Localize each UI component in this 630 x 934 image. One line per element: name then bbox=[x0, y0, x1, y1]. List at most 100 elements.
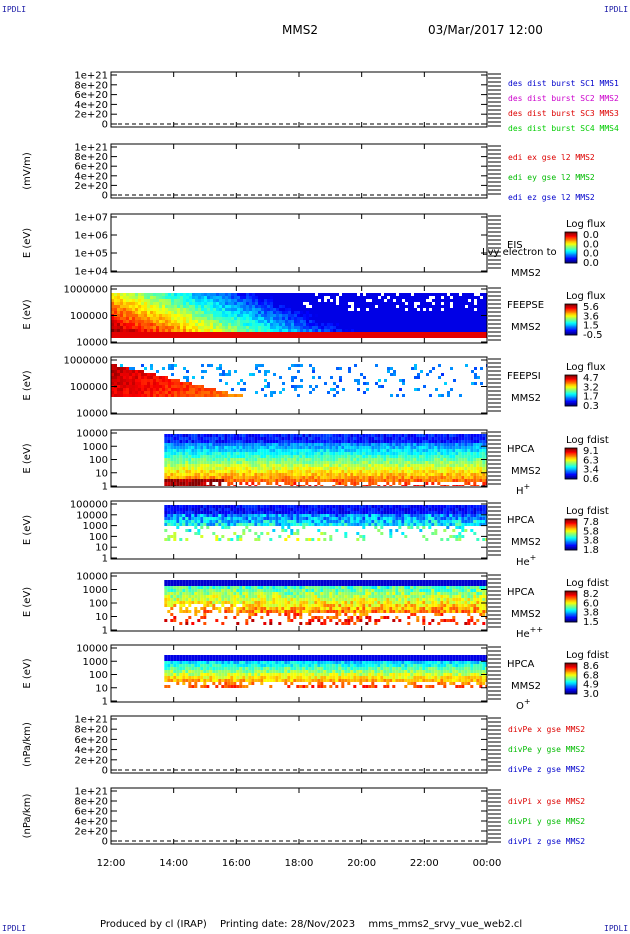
panel-hpca-h-cell bbox=[341, 434, 345, 437]
panel-hpca-h-cell bbox=[365, 458, 369, 461]
panel-feepsi-cell bbox=[150, 394, 153, 397]
panel-hpca-h-cell bbox=[302, 485, 306, 486]
panel-hpca-h-cell bbox=[428, 467, 432, 470]
panel-feepsi-cell bbox=[123, 385, 126, 388]
panel-feepse-cell bbox=[195, 293, 198, 296]
panel-feepse-cell bbox=[117, 299, 120, 302]
panel-hpca-h-cell bbox=[302, 467, 306, 470]
panel-hpca-h-cell bbox=[374, 479, 378, 482]
panel-hpca-h-cell bbox=[437, 449, 441, 452]
panel-hpca-h-cell bbox=[239, 458, 243, 461]
panel-hpca-h-cell bbox=[347, 473, 351, 476]
panel-hpca-h-cell bbox=[248, 473, 252, 476]
panel-feepse-cell bbox=[435, 299, 438, 302]
panel-edi-frame bbox=[110, 143, 488, 199]
panel-feepse-cell bbox=[288, 326, 291, 329]
panel-feepse-cell bbox=[465, 323, 468, 326]
panel-feepse-cell bbox=[195, 326, 198, 329]
panel-feepse-cell bbox=[255, 302, 258, 305]
panel-feepse-cell bbox=[270, 314, 273, 317]
panel-feepse-cell bbox=[444, 296, 447, 299]
panel-hpca-h-cell bbox=[293, 479, 297, 482]
panel-hpca-h-cell bbox=[230, 473, 234, 476]
panel-feepse-cell bbox=[288, 308, 291, 311]
panel-hpca-h-cell bbox=[173, 482, 177, 485]
panel-hpca-h-cell bbox=[182, 461, 186, 464]
panel-feepsi-cell bbox=[195, 391, 198, 394]
panel-hpca-h-cell bbox=[389, 434, 393, 437]
panel-hpca-h-cell bbox=[314, 470, 318, 473]
panel-hpca-h-cell bbox=[290, 440, 294, 443]
panel-feepse-cell bbox=[258, 302, 261, 305]
panel-hpca-h-cell bbox=[176, 461, 180, 464]
panel-hpca-h-cell bbox=[224, 443, 228, 446]
panel-feepse-cell bbox=[216, 305, 219, 308]
panel-feepse-cell bbox=[222, 326, 225, 329]
panel-hpca-h-cell bbox=[188, 437, 192, 440]
panel-hpca-h-cell bbox=[350, 449, 354, 452]
panel-hpca-h-cell bbox=[413, 461, 417, 464]
panel-hpca-h-cell bbox=[353, 455, 357, 458]
panel-feepsi-cell bbox=[447, 394, 450, 397]
panel-feepse-cell bbox=[192, 296, 195, 299]
panel-hpca-he-cell bbox=[305, 508, 309, 511]
panel-hpca-he-cell bbox=[212, 532, 216, 535]
panel-feepse-cell bbox=[198, 293, 201, 296]
panel-hpca-h-cell bbox=[254, 434, 258, 437]
panel-feepse-cell bbox=[177, 332, 180, 335]
panel-hpca-h-cell bbox=[383, 455, 387, 458]
panel-hpca-h-cell bbox=[350, 455, 354, 458]
panel-hpca-h-cell bbox=[233, 449, 237, 452]
panel-feepse-cell bbox=[324, 326, 327, 329]
panel-hpca-h-cell bbox=[410, 446, 414, 449]
panel-hpca-h-cell bbox=[485, 452, 487, 455]
panel-hpca-h-cell bbox=[212, 446, 216, 449]
panel-feepse-cell bbox=[381, 311, 384, 314]
panel-feepse-cell bbox=[153, 320, 156, 323]
panel-feepse-cell bbox=[330, 308, 333, 311]
panel-feepse-colorbar-swatch bbox=[565, 328, 577, 331]
panel-hpca-h-colorbar-swatch bbox=[565, 460, 577, 463]
panel-feepse-cell bbox=[447, 311, 450, 314]
panel-feepse-cell bbox=[192, 293, 195, 296]
panel-hpca-h-cell bbox=[464, 449, 468, 452]
panel-feepsi-cell bbox=[159, 394, 162, 397]
panel-feepse-cell bbox=[372, 329, 375, 332]
panel-hpca-h-cell bbox=[230, 443, 234, 446]
panel-feepse-cell bbox=[240, 323, 243, 326]
panel-hpca-h-cell bbox=[350, 470, 354, 473]
panel-hpca-h-cell bbox=[329, 434, 333, 437]
panel-feepsi-cell bbox=[174, 379, 177, 382]
panel-hpca-h-cell bbox=[326, 464, 330, 467]
panel-eis-colorbar-swatch bbox=[565, 234, 577, 237]
panel-feepse-cell bbox=[177, 296, 180, 299]
panel-feepse-cell bbox=[483, 299, 486, 302]
panel-hpca-h-cell bbox=[371, 470, 375, 473]
panel-feepse-cell bbox=[303, 299, 306, 302]
panel-hpca-he-cell bbox=[233, 508, 237, 511]
panel-feepsi-cell bbox=[141, 388, 144, 391]
panel-hpca-h-cell bbox=[449, 455, 453, 458]
panel-feepse-cell bbox=[330, 311, 333, 314]
panel-hpca-he-cell bbox=[164, 523, 168, 526]
panel-hpca-h-cell bbox=[194, 464, 198, 467]
panel-feepse-cell bbox=[240, 326, 243, 329]
panel-feepse-cell bbox=[204, 335, 207, 338]
panel-hpca-h-cell bbox=[374, 458, 378, 461]
panel-hpca-h-cell bbox=[431, 452, 435, 455]
panel-hpca-h-cell bbox=[311, 434, 315, 437]
panel-hpca-h-cell bbox=[203, 446, 207, 449]
panel-hpca-h-cell bbox=[410, 443, 414, 446]
panel-hpca-he-cell bbox=[260, 532, 264, 535]
panel-feepse-cell bbox=[345, 302, 348, 305]
panel-hpca-h-cell bbox=[410, 449, 414, 452]
panel-feepse-cell bbox=[231, 332, 234, 335]
panel-feepse-cell bbox=[117, 296, 120, 299]
panel-hpca-h-cell bbox=[326, 443, 330, 446]
panel-hpca-h-cell bbox=[209, 455, 213, 458]
panel-hpca-h-cell bbox=[296, 485, 300, 486]
panel-hpca-h-cell bbox=[320, 467, 324, 470]
panel-feepse-cell bbox=[249, 293, 252, 296]
panel-hpca-h-cell bbox=[167, 482, 171, 485]
panel-feepse-cell bbox=[153, 302, 156, 305]
